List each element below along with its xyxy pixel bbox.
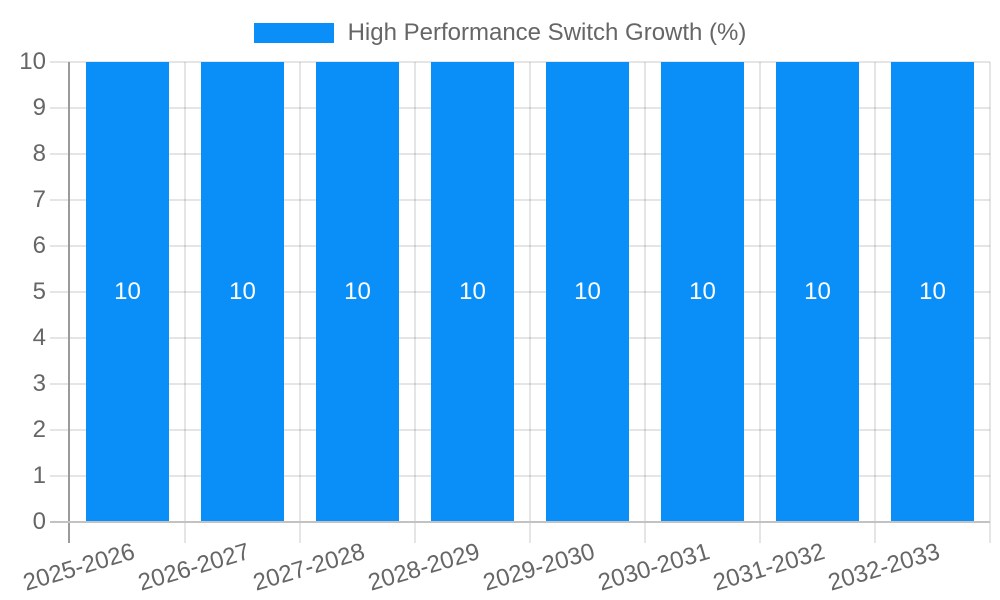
bar[interactable]: 10 — [431, 62, 514, 521]
y-tick-label: 6 — [32, 231, 46, 259]
y-axis-line — [68, 62, 70, 543]
h-gridline — [50, 336, 990, 339]
bar[interactable]: 10 — [201, 62, 284, 521]
v-gridline — [184, 62, 186, 543]
x-tick-label: 2025-2026 — [19, 538, 138, 597]
y-tick-label: 0 — [32, 507, 46, 535]
h-gridline — [50, 382, 990, 385]
bar[interactable]: 10 — [661, 62, 744, 521]
v-gridline — [529, 62, 531, 543]
legend-swatch — [253, 23, 334, 43]
legend-label: High Performance Switch Growth (%) — [347, 19, 747, 46]
y-tick-label: 8 — [32, 139, 46, 167]
x-tick-label: 2030-2031 — [594, 538, 713, 597]
bar-value-label: 10 — [689, 278, 716, 305]
chart-legend[interactable]: High Performance Switch Growth (%) — [0, 18, 1000, 48]
y-tick-label: 5 — [32, 277, 46, 305]
h-gridline — [50, 474, 990, 477]
bar-value-label: 10 — [804, 278, 831, 305]
v-gridline — [644, 62, 646, 543]
h-gridline — [50, 290, 990, 293]
bar-value-label: 10 — [344, 278, 371, 305]
bar-value-label: 10 — [114, 278, 141, 305]
bar-value-label: 10 — [459, 278, 486, 305]
y-tick-label: 2 — [32, 415, 46, 443]
v-gridline — [414, 62, 416, 543]
v-gridline — [759, 62, 761, 543]
v-gridline — [989, 62, 991, 543]
bar-value-label: 10 — [574, 278, 601, 305]
y-tick-label: 7 — [32, 185, 46, 213]
v-gridline — [299, 62, 301, 543]
bar-value-label: 10 — [229, 278, 256, 305]
x-tick-label: 2029-2030 — [479, 538, 598, 597]
h-gridline — [50, 106, 990, 109]
bar[interactable]: 10 — [546, 62, 629, 521]
bar[interactable]: 10 — [891, 62, 974, 521]
y-tick-label: 3 — [32, 369, 46, 397]
bar[interactable]: 10 — [776, 62, 859, 521]
x-tick-label: 2028-2029 — [364, 538, 483, 597]
h-gridline — [50, 428, 990, 431]
bar[interactable]: 10 — [316, 62, 399, 521]
bar[interactable]: 10 — [86, 62, 169, 521]
v-gridline — [874, 62, 876, 543]
y-tick-label: 9 — [32, 93, 46, 121]
h-gridline — [50, 244, 990, 247]
y-tick-label: 10 — [19, 48, 46, 75]
h-gridline — [50, 198, 990, 201]
h-gridline — [50, 152, 990, 155]
bar-value-label: 10 — [919, 278, 946, 305]
x-axis-line — [50, 521, 990, 523]
y-tick-label: 4 — [32, 323, 46, 351]
x-tick-label: 2032-2033 — [824, 538, 943, 597]
x-tick-label: 2031-2032 — [709, 538, 828, 597]
h-gridline — [50, 61, 990, 63]
x-tick-label: 2026-2027 — [134, 538, 253, 597]
x-tick-label: 2027-2028 — [249, 538, 368, 597]
y-tick-label: 1 — [32, 461, 46, 489]
